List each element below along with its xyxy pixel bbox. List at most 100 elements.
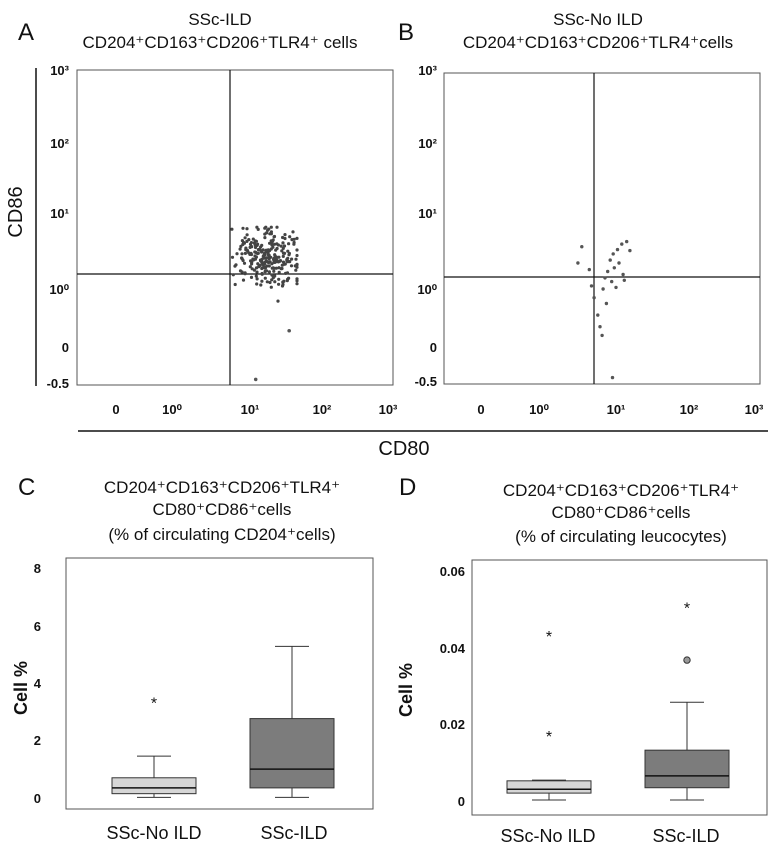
scatter-point — [295, 254, 298, 257]
scatter-point — [263, 252, 266, 255]
box-iqr — [250, 719, 334, 788]
scatter-point — [620, 242, 623, 245]
scatter-point — [255, 271, 258, 274]
scatter-point — [244, 252, 247, 255]
shared-x-axis-label: CD80 — [378, 438, 429, 460]
scatter-point — [277, 256, 280, 259]
shared-y-axis-label: CD86 — [5, 186, 27, 237]
scatter-point — [272, 266, 275, 269]
scatter-point — [253, 250, 256, 253]
scatter-point — [294, 258, 297, 261]
scatter-point — [244, 236, 247, 239]
scatter-point — [246, 233, 249, 236]
scatter-point — [609, 258, 612, 261]
scatter-point — [287, 329, 291, 333]
scatter-point — [290, 258, 293, 261]
scatter-point — [263, 257, 266, 260]
scatter-point — [270, 286, 273, 289]
panel-d-xtick: SSc-No ILD — [500, 826, 595, 846]
scatter-point — [265, 264, 268, 267]
panel-a-points — [230, 226, 298, 382]
panel-d: D CD204⁺CD163⁺CD206⁺TLR4⁺ CD80⁺CD86⁺cell… — [396, 474, 767, 846]
scatter-point — [273, 275, 276, 278]
scatter-point — [290, 264, 293, 267]
panel-d-title-line1: CD204⁺CD163⁺CD206⁺TLR4⁺ — [503, 481, 739, 500]
panel-d-ytick: 0.06 — [440, 564, 465, 579]
panel-b-ytick: 10³ — [418, 63, 437, 78]
scatter-point — [257, 252, 260, 255]
panel-c-ytick: 2 — [34, 733, 41, 748]
scatter-point — [291, 230, 294, 233]
panel-a-plot-frame — [77, 70, 393, 385]
panel-c-boxes: * — [112, 646, 334, 797]
scatter-point — [265, 231, 268, 234]
scatter-point — [277, 283, 280, 286]
panel-letter-b: B — [398, 19, 414, 46]
panel-c-title-line1: CD204⁺CD163⁺CD206⁺TLR4⁺ — [104, 478, 340, 497]
panel-b-xtick: 10³ — [745, 402, 764, 417]
scatter-point — [263, 227, 266, 230]
scatter-point — [283, 263, 286, 266]
scatter-point — [255, 240, 258, 243]
scatter-point — [231, 256, 234, 259]
scatter-point — [267, 251, 270, 254]
scatter-point — [247, 251, 250, 254]
box-outlier: * — [546, 629, 552, 646]
panel-a-ytick: 10⁰ — [49, 282, 69, 297]
scatter-point — [268, 270, 271, 273]
panel-c-ytick: 4 — [34, 676, 42, 691]
panel-b-xtick: 10¹ — [607, 402, 626, 417]
panel-b-ytick: 10² — [418, 136, 437, 151]
panel-b-ytick: 10⁰ — [417, 282, 437, 297]
scatter-point — [235, 252, 238, 255]
scatter-point — [250, 261, 253, 264]
box-outlier: * — [151, 695, 157, 712]
scatter-point — [260, 280, 263, 283]
scatter-point — [260, 250, 263, 253]
box-iqr — [507, 781, 591, 793]
scatter-point — [280, 267, 283, 270]
scatter-point — [612, 252, 615, 255]
panel-letter-a: A — [18, 19, 34, 46]
scatter-point — [603, 276, 606, 279]
panel-a: A SSc-ILD CD204⁺CD163⁺CD206⁺TLR4⁺ cells … — [18, 10, 398, 417]
scatter-point — [255, 282, 258, 285]
scatter-point — [295, 266, 298, 269]
panel-c: C CD204⁺CD163⁺CD206⁺TLR4⁺ CD80⁺CD86⁺cell… — [11, 474, 373, 843]
scatter-point — [286, 278, 289, 281]
panel-d-xtick: SSc-ILD — [652, 826, 719, 846]
panel-c-xtick: SSc-No ILD — [106, 823, 201, 843]
scatter-point — [230, 228, 233, 231]
scatter-point — [267, 261, 270, 264]
panel-a-ytick: -0.5 — [47, 376, 69, 391]
panel-a-ytick: 0 — [62, 340, 69, 355]
scatter-point — [295, 248, 298, 251]
scatter-point — [295, 263, 298, 266]
scatter-point — [249, 243, 252, 246]
scatter-point — [264, 270, 267, 273]
panel-a-xtick: 10³ — [379, 402, 398, 417]
scatter-point — [610, 280, 613, 283]
scatter-point — [617, 261, 620, 264]
scatter-point — [611, 376, 614, 379]
scatter-point — [576, 261, 579, 264]
scatter-point — [623, 279, 626, 282]
scatter-point — [271, 246, 274, 249]
scatter-point — [250, 276, 253, 279]
panel-b-ytick: -0.5 — [415, 374, 437, 389]
scatter-point — [592, 296, 595, 299]
scatter-point — [245, 227, 248, 230]
scatter-point — [276, 300, 279, 303]
scatter-point — [264, 277, 267, 280]
scatter-point — [283, 233, 286, 236]
scatter-point — [614, 286, 617, 289]
panel-b-title-line1: SSc-No ILD — [553, 10, 643, 29]
scatter-point — [255, 244, 258, 247]
scatter-point — [272, 238, 275, 241]
scatter-point — [616, 248, 619, 251]
box-outlier: * — [546, 729, 552, 746]
panel-c-xtick: SSc-ILD — [260, 823, 327, 843]
scatter-point — [268, 232, 271, 235]
scatter-point — [273, 257, 276, 260]
scatter-point — [277, 278, 280, 281]
